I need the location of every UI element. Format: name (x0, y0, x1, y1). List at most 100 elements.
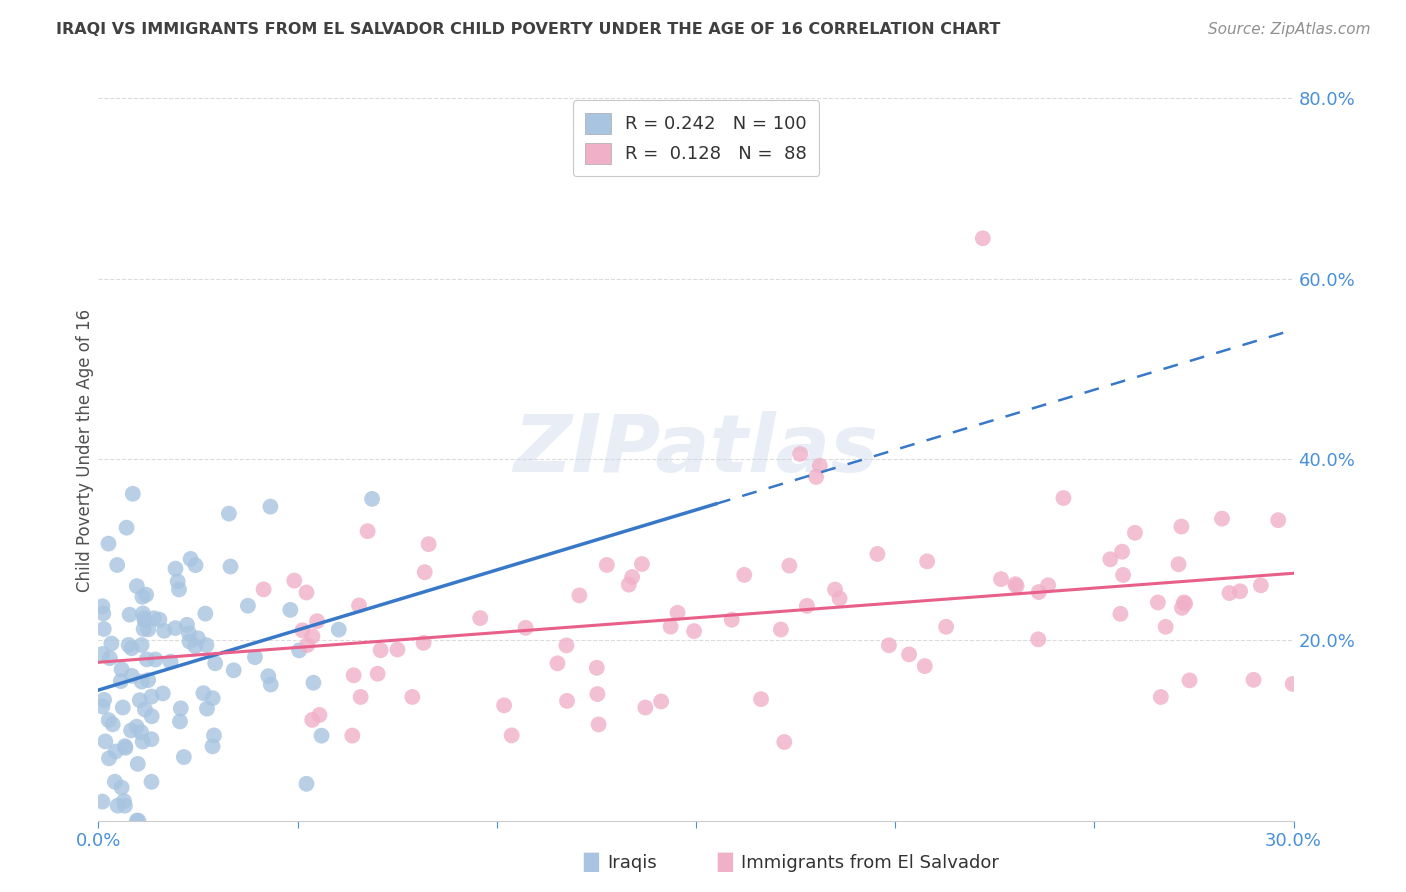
Point (1147, 595, 1170, 609)
Point (328, 623, 350, 637)
Point (173, 750, 195, 764)
Point (134, 702, 156, 716)
Point (1174, 597, 1197, 611)
Point (914, 659, 936, 673)
Point (141, 690, 163, 704)
Point (159, 655, 181, 669)
Point (347, 599, 370, 613)
Point (222, 663, 245, 677)
Point (131, 734, 153, 748)
Point (343, 668, 366, 682)
Point (193, 686, 215, 700)
Point (114, 798, 136, 813)
Point (131, 638, 153, 652)
Point (291, 624, 314, 638)
Point (111, 780, 134, 795)
Point (295, 777, 318, 791)
Point (177, 626, 200, 640)
Point (194, 607, 217, 621)
Point (136, 623, 159, 637)
Point (127, 756, 149, 771)
Point (134, 614, 156, 628)
Point (127, 814, 149, 828)
Point (302, 675, 325, 690)
Point (342, 729, 364, 743)
Point (1173, 595, 1195, 609)
Point (260, 677, 283, 691)
Point (631, 557, 654, 571)
Point (1111, 545, 1133, 559)
Point (311, 729, 333, 743)
Point (184, 639, 207, 653)
Point (179, 634, 201, 648)
Point (804, 470, 827, 484)
Point (202, 728, 225, 742)
Point (165, 621, 187, 635)
Point (112, 794, 135, 808)
Point (131, 590, 153, 604)
Point (94, 734, 117, 748)
Point (98, 651, 121, 665)
Point (866, 547, 889, 561)
Point (91, 607, 114, 621)
Point (1218, 586, 1240, 600)
Point (1028, 585, 1050, 599)
Point (1052, 491, 1074, 505)
Point (166, 574, 188, 589)
Point (650, 694, 672, 708)
Point (195, 701, 218, 715)
Point (165, 562, 187, 576)
Point (176, 617, 198, 632)
Point (470, 611, 492, 625)
Point (401, 690, 423, 704)
Point (1170, 519, 1192, 533)
Point (93, 693, 115, 707)
Point (257, 669, 280, 683)
Point (97, 536, 120, 550)
Point (586, 687, 609, 701)
Point (141, 774, 163, 789)
Point (98, 751, 121, 765)
Point (97, 713, 120, 727)
Point (1026, 632, 1049, 647)
Point (135, 588, 157, 602)
Point (301, 629, 323, 643)
Point (412, 636, 434, 650)
Point (301, 713, 323, 727)
Point (114, 740, 136, 755)
Point (187, 632, 209, 646)
Point (418, 537, 440, 551)
Point (1250, 578, 1272, 592)
Point (252, 582, 274, 597)
Point (120, 723, 142, 738)
Point (588, 717, 610, 731)
Point (100, 636, 122, 650)
Point (295, 585, 318, 599)
Point (117, 638, 139, 652)
Point (634, 700, 657, 714)
Point (659, 619, 682, 633)
Point (104, 774, 127, 789)
Point (547, 657, 569, 671)
Point (219, 559, 242, 574)
Point (134, 611, 156, 625)
Point (121, 641, 143, 656)
Point (877, 638, 900, 652)
Point (201, 739, 224, 754)
Point (1229, 584, 1251, 599)
Point (153, 624, 176, 638)
Point (201, 691, 224, 706)
Point (132, 607, 155, 621)
Point (1267, 513, 1289, 527)
Point (1123, 525, 1146, 540)
Point (204, 657, 226, 671)
Text: Iraqis: Iraqis (607, 855, 657, 872)
Point (167, 582, 190, 597)
Point (1004, 577, 1026, 591)
Point (118, 607, 141, 622)
Point (107, 798, 129, 813)
Point (915, 554, 938, 568)
Point (136, 673, 159, 687)
Point (935, 620, 957, 634)
Point (121, 669, 143, 683)
